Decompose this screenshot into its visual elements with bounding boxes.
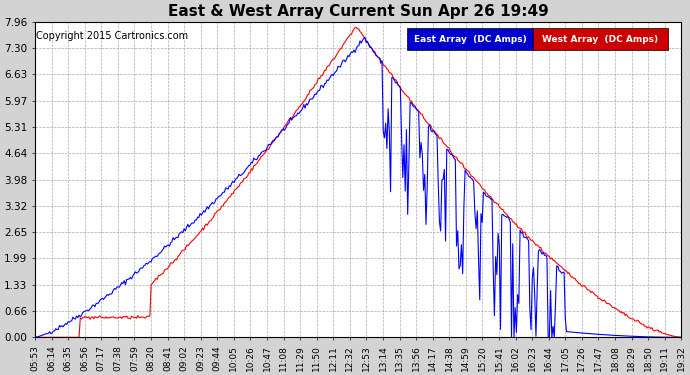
Text: East Array  (DC Amps): East Array (DC Amps) [413, 34, 526, 44]
Text: West Array  (DC Amps): West Array (DC Amps) [542, 34, 659, 44]
FancyBboxPatch shape [533, 28, 669, 50]
FancyBboxPatch shape [406, 28, 533, 50]
Text: Copyright 2015 Cartronics.com: Copyright 2015 Cartronics.com [37, 31, 188, 41]
Title: East & West Array Current Sun Apr 26 19:49: East & West Array Current Sun Apr 26 19:… [168, 4, 549, 19]
